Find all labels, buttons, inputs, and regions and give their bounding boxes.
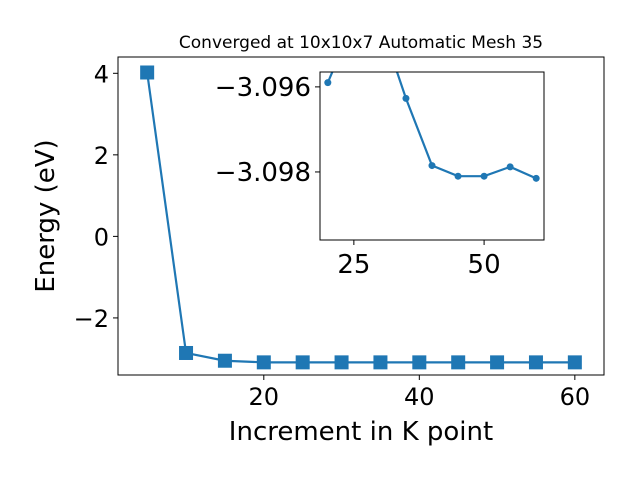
- main-data-point: [373, 355, 388, 370]
- main-data-point: [528, 355, 543, 370]
- inset-data-point: [428, 162, 436, 170]
- inset-y-tick-label: −3.096: [215, 73, 311, 103]
- y-axis-label: Energy (eV): [31, 139, 61, 292]
- main-y-tick-label: 4: [94, 60, 109, 88]
- main-x-tick-label: 20: [249, 383, 280, 411]
- inset-plot-frame: [319, 71, 545, 241]
- main-plot-frame: [117, 56, 605, 376]
- main-data-point: [334, 355, 349, 370]
- main-data-point: [217, 353, 232, 368]
- main-data-point: [412, 355, 427, 370]
- main-data-point: [567, 355, 582, 370]
- inset-x-tick-label: 25: [337, 250, 370, 280]
- main-data-point: [295, 355, 310, 370]
- main-x-tick-label: 40: [404, 383, 435, 411]
- main-data-point: [179, 345, 194, 360]
- main-x-tick-label: 60: [560, 383, 591, 411]
- inset-data-point: [376, 18, 383, 25]
- main-data-point: [490, 355, 505, 370]
- main-y-tick-label: 2: [94, 142, 109, 170]
- inset-data-point: [402, 94, 410, 102]
- inset-data-point: [324, 79, 332, 87]
- chart-title: Converged at 10x10x7 Automatic Mesh 35: [179, 33, 543, 53]
- inset-plot-background: [320, 72, 544, 240]
- inset-data-point: [506, 163, 514, 171]
- x-axis-label: Increment in K point: [229, 417, 493, 447]
- inset-data-point: [454, 172, 462, 180]
- inset-series-group: [324, 17, 540, 182]
- inset-data-point: [532, 174, 540, 182]
- main-data-point: [256, 355, 271, 370]
- main-series-group: [140, 65, 582, 370]
- main-y-tick-label: 0: [94, 223, 109, 251]
- main-y-tick-label: −2: [74, 305, 109, 333]
- inset-x-tick-label: 50: [468, 250, 501, 280]
- inset-y-tick-label: −3.098: [215, 158, 311, 188]
- main-data-point: [451, 355, 466, 370]
- main-data-point: [140, 65, 155, 80]
- inset-data-point: [350, 17, 357, 24]
- inset-data-point: [480, 172, 488, 180]
